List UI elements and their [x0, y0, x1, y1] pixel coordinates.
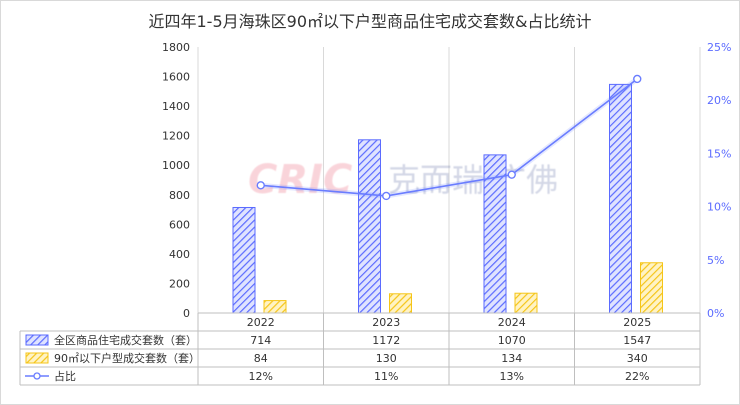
ratio-line-layer	[256, 74, 642, 201]
left-axis-tick-label: 800	[169, 189, 190, 202]
category-label: 2022	[247, 316, 275, 329]
table-cell: 1172	[372, 334, 400, 347]
category-label: 2023	[372, 316, 400, 329]
ratio-point-2025	[633, 74, 642, 84]
right-axis-tick-label: 5%	[707, 254, 724, 267]
ratio-point-2024	[507, 170, 516, 179]
bar-under90-2025	[640, 262, 663, 314]
left-axis-tick-label: 600	[169, 218, 190, 231]
table-cell: 340	[627, 352, 648, 365]
right-axis-tick-label: 15%	[707, 147, 731, 160]
left-axis-tick-label: 1800	[162, 41, 190, 54]
legend-key-total	[25, 334, 49, 346]
left-axis-tick-label: 1200	[162, 130, 190, 143]
right-axis-tick-label: 20%	[707, 94, 731, 107]
category-label: 2025	[623, 316, 651, 329]
table-row-label: 90㎡以下户型成交套数（套）	[54, 351, 200, 365]
table-cell: 84	[254, 352, 268, 365]
table-cell: 22%	[625, 370, 649, 383]
bar-under90-2024	[514, 292, 538, 314]
left-axis-tick-label: 400	[169, 248, 190, 261]
table-cell: 134	[501, 352, 522, 365]
bars-layer	[232, 83, 663, 314]
table-cell: 714	[250, 334, 271, 347]
legend-key-under90	[25, 352, 49, 364]
table-cell: 13%	[500, 370, 524, 383]
right-axis-tick-label: 10%	[707, 201, 731, 214]
ratio-point-2022	[256, 181, 265, 190]
table-cell: 1070	[498, 334, 526, 347]
legend-key-ratio-marker	[33, 372, 41, 380]
bar-total-2025	[609, 83, 632, 314]
left-axis-tick-label: 1600	[162, 71, 190, 84]
data-table: 2022 2023 2024 2025 全区商品住宅成交套数（套） 714 1172 1070…	[19, 312, 701, 386]
left-axis-tick-label: 1000	[162, 159, 190, 172]
left-axis-tick-label: 200	[169, 277, 190, 290]
watermark-brand-cn: 克而瑞·广佛	[388, 161, 558, 199]
right-axis: 0% 5% 10% 15% 20% 25%	[707, 41, 731, 320]
right-axis-tick-label: 25%	[707, 41, 731, 54]
watermark: CRIC 克而瑞·广佛	[248, 157, 558, 203]
ratio-line	[260, 78, 638, 197]
right-axis-tick-label: 0%	[707, 307, 724, 320]
table-cell: 12%	[249, 370, 273, 383]
bar-total-2023	[358, 139, 381, 314]
category-label: 2024	[498, 316, 526, 329]
table-row-label: 全区商品住宅成交套数（套）	[54, 333, 197, 347]
left-axis-tick-label: 0	[183, 307, 190, 320]
watermark-brand-en: CRIC	[248, 157, 352, 203]
bar-total-2022	[232, 206, 256, 314]
chart-title: 近四年1-5月海珠区90㎡以下户型商品住宅成交套数&占比统计	[148, 12, 592, 31]
table-cell: 1547	[623, 334, 651, 347]
bar-under90-2022	[263, 300, 287, 314]
table-row-label: 占比	[54, 369, 76, 383]
left-axis-tick-label: 1400	[162, 100, 190, 113]
table-cell: 11%	[374, 370, 398, 383]
table-cell: 130	[376, 352, 397, 365]
left-axis: 0 200 400 600 800 1000 1200 1400 1600 1800	[162, 41, 190, 320]
bar-under90-2023	[389, 293, 412, 314]
ratio-point-2023	[382, 191, 391, 201]
